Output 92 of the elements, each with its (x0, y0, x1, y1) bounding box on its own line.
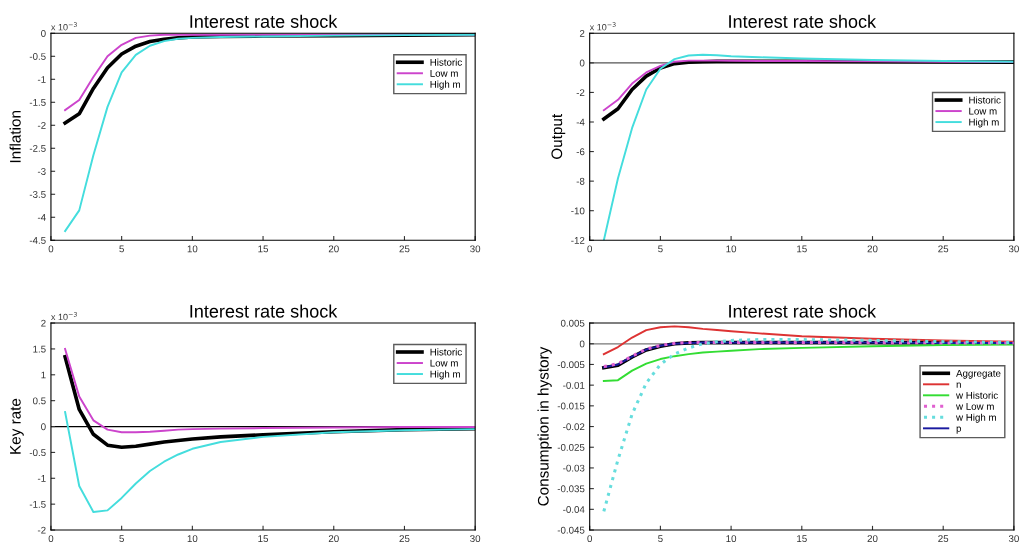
y-tick-label: -3.5 (29, 191, 46, 198)
x-tick-label: 20 (328, 535, 339, 543)
y-tick-label: -0.035 (557, 485, 585, 493)
legend-label: Historic (430, 348, 462, 356)
y-tick-label: 0.5 (32, 397, 46, 405)
y-tick-label: 0.005 (560, 319, 585, 327)
x-tick-label: 10 (726, 245, 737, 253)
x-tick-label: 30 (470, 535, 481, 543)
y-tick-label: -0.025 (557, 443, 585, 451)
y-tick-label: -0.02 (563, 423, 585, 431)
legend-label: p (956, 426, 962, 434)
y-tick-label: -4.5 (29, 237, 46, 244)
y-tick-label: -3 (37, 168, 46, 175)
legend-label: w Historic (956, 391, 998, 399)
x-tick-label: 0 (587, 245, 593, 253)
legend-label: Aggregate (956, 370, 1001, 379)
y-tick-label: 0 (41, 30, 46, 37)
y-tick-label: 2 (41, 319, 46, 327)
chart-title: Interest rate shock (190, 14, 338, 28)
x-tick-label: 5 (658, 535, 663, 543)
y-axis-title: Consumption in hystory (537, 346, 552, 506)
y-tick-label: -12 (571, 237, 585, 244)
legend-label: Low m (969, 107, 997, 115)
y-tick-label: -4 (37, 214, 46, 221)
x-tick-label: 20 (867, 535, 878, 543)
text: x 10$^{−3}$ (589, 22, 616, 31)
y-tick-label: -1 (37, 76, 46, 83)
legend-label: Low m (430, 359, 458, 367)
y-axis-title: Key rate (10, 398, 24, 454)
text: x 10$^{−3}$ (51, 311, 77, 321)
x-tick-label: 0 (587, 535, 593, 543)
y-tick-label: -6 (576, 148, 585, 156)
x-tick-label: 30 (1008, 535, 1019, 543)
legend-label: Historic (430, 58, 462, 66)
x-tick-label: 5 (658, 245, 663, 253)
y-tick-label: -0.045 (557, 526, 585, 534)
x-tick-label: 15 (258, 535, 269, 543)
legend-label: w Low m (956, 403, 994, 410)
y-tick-label: 0 (41, 423, 46, 431)
legend-label: High m (430, 370, 460, 380)
y-tick-label: -0.04 (563, 506, 585, 513)
legend-label: High m (969, 118, 999, 128)
y-tick-label: -8 (576, 177, 585, 185)
legend-label: w High m (956, 413, 996, 423)
x-tick-label: 5 (119, 245, 124, 253)
y-tick-label: -4 (576, 118, 585, 126)
y-tick-label: -10 (571, 207, 585, 215)
text: x 10$^{−3}$ (51, 22, 77, 31)
y-tick-label: -2 (37, 122, 46, 129)
y-tick-label: -0.005 (557, 361, 585, 369)
x-tick-label: 0 (48, 535, 54, 543)
y-tick-label: -0.5 (29, 449, 46, 457)
x-tick-label: 10 (187, 245, 198, 253)
y-tick-label: 2 (579, 30, 585, 37)
x-tick-label: 10 (726, 535, 737, 543)
y-tick-label: -0.01 (563, 381, 585, 389)
y-tick-label: -2 (37, 526, 46, 534)
x-tick-label: 20 (328, 245, 339, 253)
y-tick-label: 1.5 (33, 345, 46, 353)
legend-label: Historic (969, 96, 1001, 104)
y-axis-title: Output (551, 113, 566, 159)
chart-title: Interest rate shock (190, 304, 338, 318)
x-tick-label: 10 (187, 535, 198, 543)
y-tick-label: -1.5 (29, 99, 46, 106)
x-tick-label: 5 (119, 535, 124, 543)
x-tick-label: 15 (797, 245, 807, 253)
y-tick-label: -2 (576, 89, 585, 96)
y-tick-label: -0.015 (557, 402, 585, 410)
y-tick-label: -2.5 (29, 145, 46, 152)
y-tick-label: -1.5 (29, 500, 46, 508)
y-tick-label: -0.5 (29, 53, 46, 60)
x-tick-label: 25 (399, 535, 410, 543)
x-tick-label: 20 (867, 245, 878, 253)
legend-label: n (956, 382, 961, 388)
x-tick-label: 30 (1008, 245, 1019, 253)
chart-title: Interest rate shock (729, 304, 877, 318)
x-tick-label: 15 (797, 535, 807, 543)
y-tick-label: 0 (579, 340, 585, 348)
chart-title: Interest rate shock (729, 14, 877, 28)
x-tick-label: 0 (48, 245, 54, 253)
y-tick-label: -1 (37, 475, 46, 482)
x-tick-label: 25 (399, 245, 410, 253)
x-tick-label: 30 (470, 245, 481, 253)
y-tick-label: -0.03 (563, 464, 585, 472)
x-tick-label: 25 (938, 245, 949, 253)
x-tick-label: 15 (258, 245, 269, 253)
y-axis-title: Inflation (9, 111, 21, 163)
x-tick-label: 25 (938, 535, 949, 543)
legend-label: Low m (430, 69, 458, 77)
y-tick-label: 0 (579, 59, 585, 67)
y-tick-label: 1 (41, 371, 46, 379)
legend-label: High m (430, 80, 460, 90)
